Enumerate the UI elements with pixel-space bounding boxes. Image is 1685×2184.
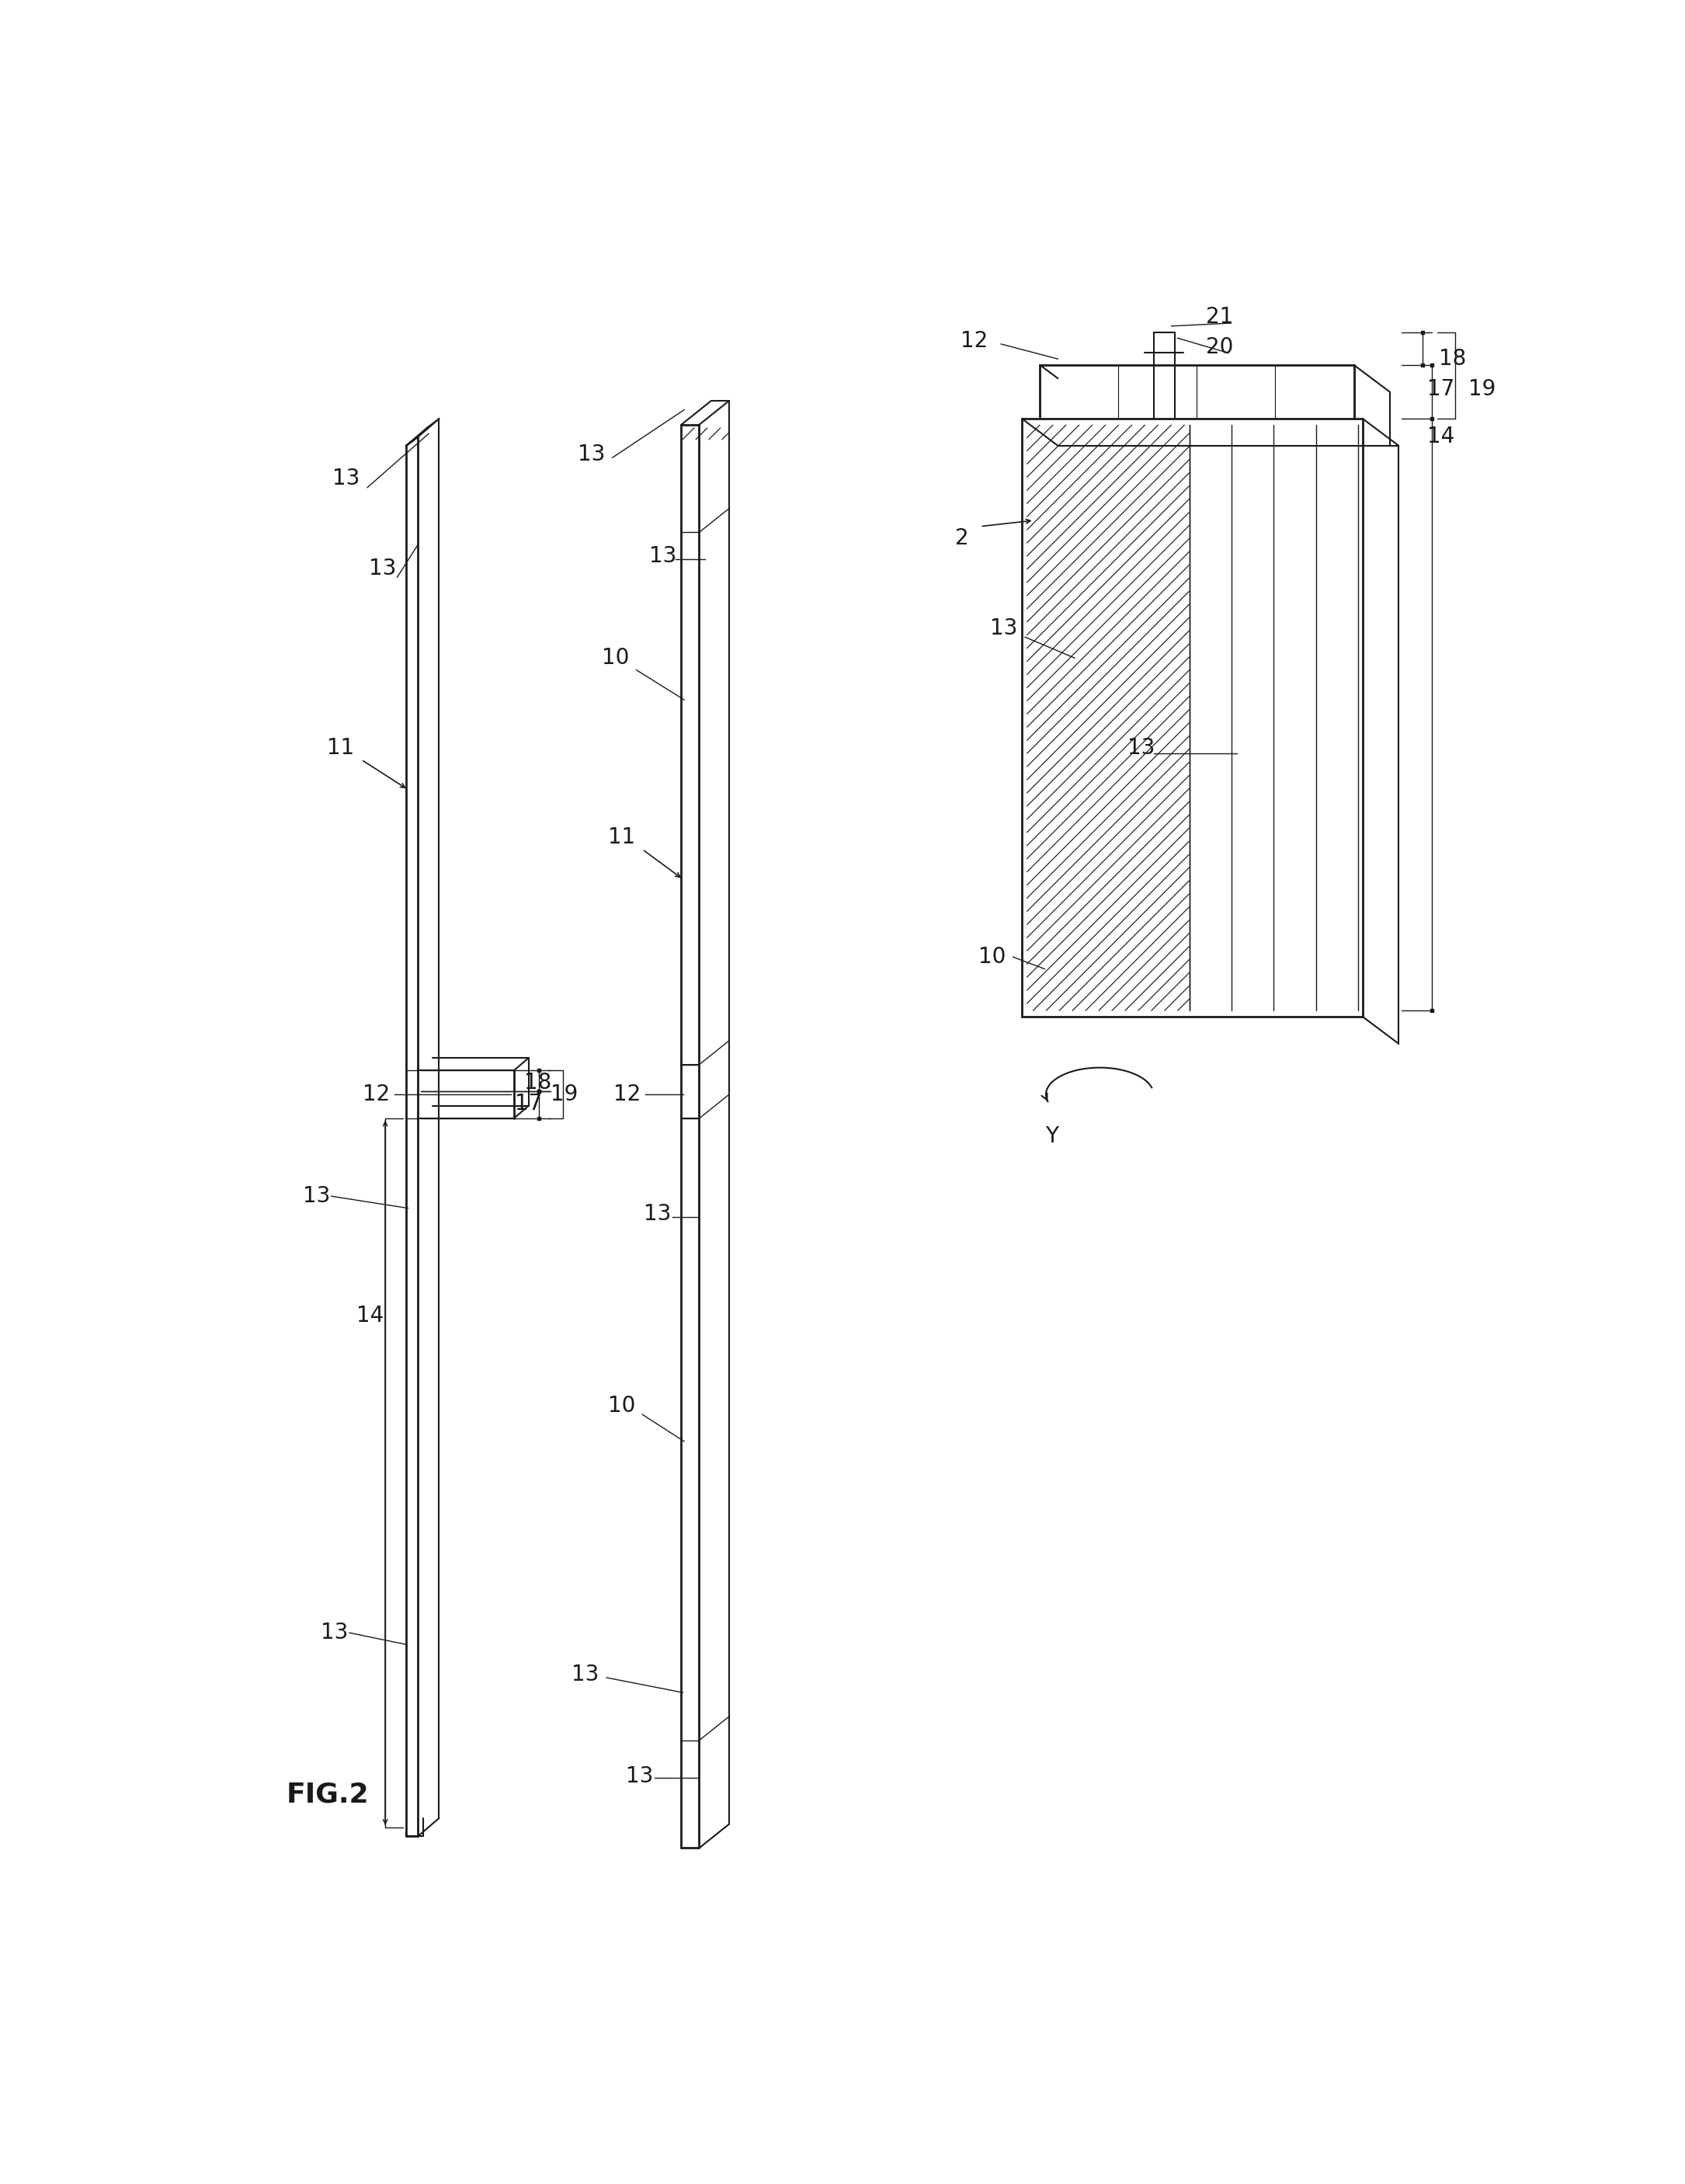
Text: 18: 18 — [1439, 347, 1466, 369]
Text: 17: 17 — [516, 1092, 543, 1114]
Text: 13: 13 — [320, 1623, 349, 1645]
Text: 14: 14 — [1427, 426, 1454, 448]
Text: 18: 18 — [524, 1072, 551, 1094]
Text: 13: 13 — [571, 1664, 600, 1686]
Text: 13: 13 — [332, 467, 361, 489]
Text: 14: 14 — [357, 1306, 384, 1326]
Text: 17: 17 — [1427, 378, 1454, 400]
Text: Y: Y — [1045, 1125, 1058, 1147]
Text: 19: 19 — [551, 1083, 578, 1105]
Text: 13: 13 — [578, 443, 605, 465]
Text: 10: 10 — [979, 946, 1006, 968]
Text: 10: 10 — [608, 1396, 635, 1417]
Text: 11: 11 — [327, 736, 354, 758]
Text: 13: 13 — [649, 546, 677, 568]
Text: 12: 12 — [362, 1083, 389, 1105]
Text: 12: 12 — [960, 330, 987, 352]
Text: 13: 13 — [625, 1765, 654, 1787]
Text: 2: 2 — [955, 529, 969, 548]
Text: 13: 13 — [991, 618, 1018, 640]
Text: FIG.2: FIG.2 — [286, 1780, 369, 1808]
Text: 13: 13 — [303, 1186, 330, 1208]
Text: 21: 21 — [1206, 306, 1233, 328]
Text: 20: 20 — [1205, 336, 1233, 358]
Text: 13: 13 — [369, 557, 396, 579]
Text: 13: 13 — [1127, 736, 1156, 758]
Text: 13: 13 — [644, 1203, 671, 1225]
Text: 10: 10 — [602, 646, 629, 668]
Text: 19: 19 — [1469, 378, 1496, 400]
Text: 12: 12 — [613, 1083, 640, 1105]
Text: 11: 11 — [608, 826, 635, 847]
